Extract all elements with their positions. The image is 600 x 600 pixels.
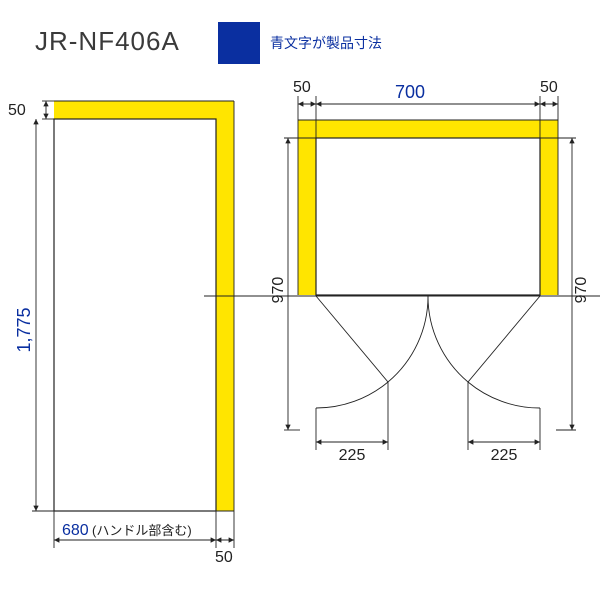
side-height: 1,775 [14, 307, 34, 352]
top-right-gap: 50 [540, 79, 558, 96]
side-view: 50 1,775 680 (ハンドル部含む) 50 [8, 101, 234, 566]
door-swing-right: 225 [491, 447, 518, 464]
top-depth-left: 970 [270, 277, 287, 304]
top-width: 700 [395, 82, 425, 102]
top-depth-right: 970 [573, 277, 590, 304]
side-back-gap: 50 [215, 549, 233, 566]
top-left-gap: 50 [293, 79, 311, 96]
legend-swatch [218, 22, 260, 64]
legend-text: 青文字が製品寸法 [270, 35, 382, 51]
side-top-gap: 50 [8, 102, 26, 119]
model-title: JR-NF406A [35, 26, 180, 56]
top-view: 50 700 50 970 970 [204, 79, 600, 464]
side-depth: 680 [62, 522, 89, 539]
side-depth-note: (ハンドル部含む) [92, 523, 192, 538]
door-swing-left: 225 [339, 447, 366, 464]
